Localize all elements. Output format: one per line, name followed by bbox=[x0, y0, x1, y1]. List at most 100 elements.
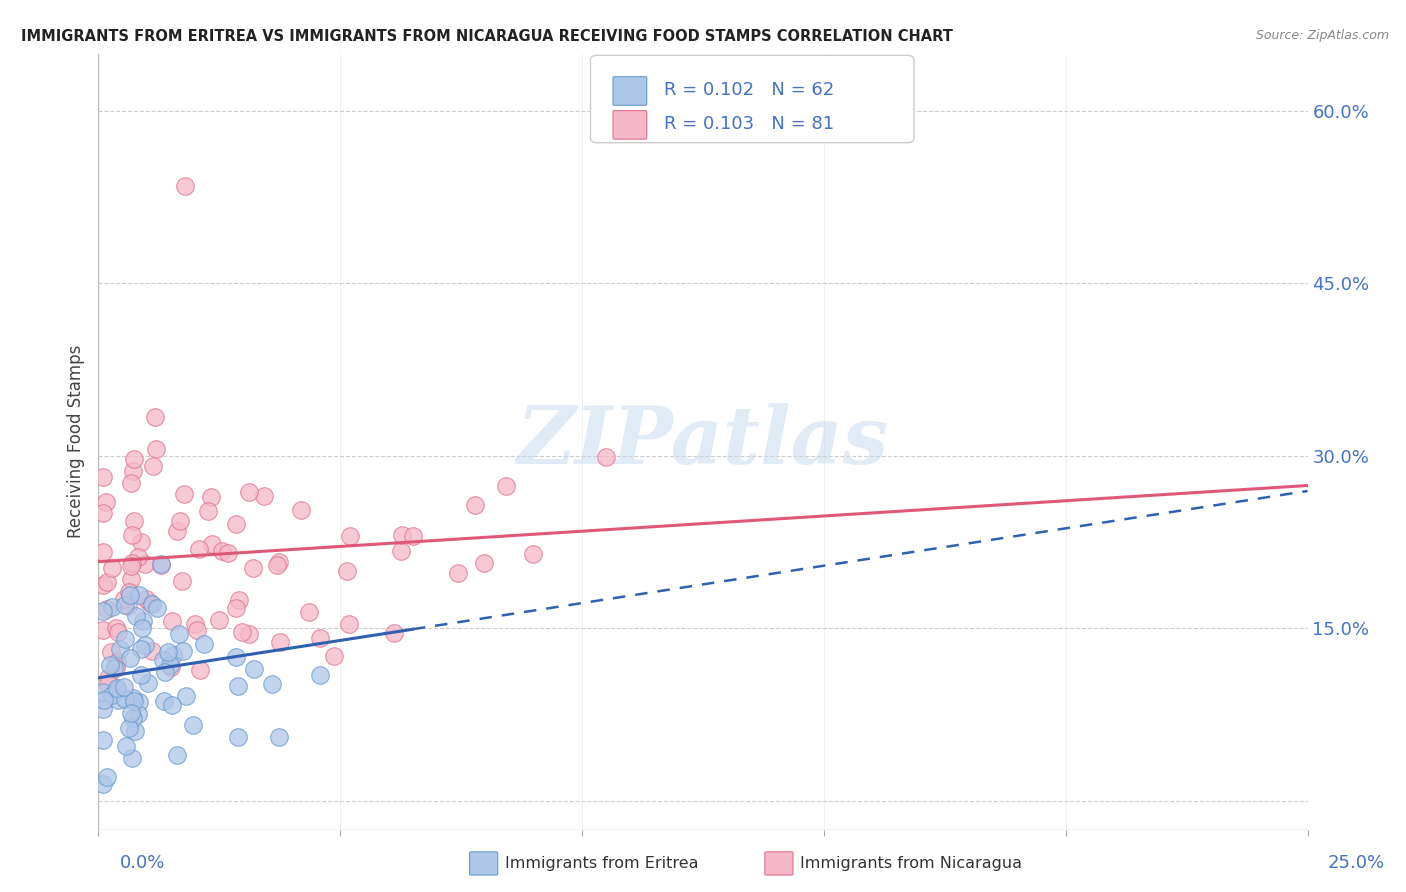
Point bbox=[170, 574, 193, 588]
Point bbox=[402, 529, 425, 543]
Point bbox=[112, 591, 135, 606]
Point bbox=[120, 706, 142, 720]
Point bbox=[146, 600, 169, 615]
Point bbox=[266, 558, 288, 572]
Point bbox=[114, 632, 136, 646]
Point bbox=[121, 556, 143, 570]
Point bbox=[122, 514, 145, 528]
Point bbox=[91, 685, 114, 699]
Point bbox=[181, 718, 204, 732]
Point bbox=[121, 750, 143, 764]
Point bbox=[186, 624, 208, 638]
Point bbox=[267, 730, 290, 744]
Point bbox=[231, 624, 253, 639]
Point bbox=[128, 588, 150, 602]
Point bbox=[228, 592, 250, 607]
Point bbox=[141, 597, 163, 611]
Point bbox=[120, 558, 142, 573]
Point bbox=[129, 534, 152, 549]
Point bbox=[211, 543, 233, 558]
Point bbox=[131, 667, 153, 681]
Point bbox=[336, 564, 359, 578]
Point bbox=[447, 566, 470, 580]
Point bbox=[262, 677, 284, 691]
Point bbox=[115, 739, 138, 753]
Point bbox=[309, 668, 332, 682]
Text: ZIPatlas: ZIPatlas bbox=[517, 403, 889, 480]
Point bbox=[169, 514, 191, 528]
Point bbox=[118, 585, 141, 599]
Point bbox=[101, 600, 124, 615]
Point bbox=[114, 598, 136, 612]
Point bbox=[308, 631, 330, 645]
Point bbox=[96, 677, 118, 691]
Point bbox=[112, 680, 135, 694]
Point bbox=[127, 706, 149, 721]
Point bbox=[96, 602, 118, 616]
Text: R = 0.103   N = 81: R = 0.103 N = 81 bbox=[664, 115, 834, 133]
Point bbox=[153, 665, 176, 679]
Point bbox=[93, 693, 115, 707]
Point bbox=[174, 178, 197, 193]
Point bbox=[118, 722, 141, 736]
Point bbox=[339, 529, 361, 543]
Point bbox=[193, 637, 215, 651]
Point bbox=[389, 544, 412, 558]
Point bbox=[125, 609, 148, 624]
Text: IMMIGRANTS FROM ERITREA VS IMMIGRANTS FROM NICARAGUA RECEIVING FOOD STAMPS CORRE: IMMIGRANTS FROM ERITREA VS IMMIGRANTS FR… bbox=[21, 29, 953, 44]
Point bbox=[253, 490, 276, 504]
Point bbox=[142, 458, 165, 473]
Text: Immigrants from Eritrea: Immigrants from Eritrea bbox=[505, 856, 699, 871]
Point bbox=[298, 605, 321, 619]
Point bbox=[91, 702, 114, 716]
Point bbox=[121, 528, 143, 542]
Point bbox=[269, 635, 291, 649]
Point bbox=[110, 642, 132, 657]
Point bbox=[107, 624, 129, 639]
Point bbox=[238, 627, 260, 641]
Point bbox=[522, 548, 544, 562]
Point bbox=[197, 504, 219, 518]
Point bbox=[159, 658, 181, 673]
Point bbox=[201, 537, 224, 551]
Point bbox=[122, 711, 145, 725]
Point bbox=[217, 546, 239, 560]
Point bbox=[382, 625, 405, 640]
Point bbox=[127, 549, 149, 564]
Point bbox=[139, 596, 162, 610]
Point bbox=[143, 410, 166, 425]
Point bbox=[474, 556, 496, 570]
Point bbox=[167, 627, 190, 641]
Point bbox=[98, 657, 121, 672]
Text: Immigrants from Nicaragua: Immigrants from Nicaragua bbox=[800, 856, 1022, 871]
Point bbox=[391, 528, 413, 542]
Point bbox=[124, 724, 146, 739]
Point bbox=[225, 601, 247, 615]
Point bbox=[132, 614, 155, 628]
Point bbox=[107, 693, 129, 707]
Point bbox=[120, 475, 142, 490]
Point bbox=[91, 732, 114, 747]
Point bbox=[464, 498, 486, 512]
Point bbox=[145, 442, 167, 457]
Point bbox=[122, 690, 145, 705]
Point bbox=[595, 450, 617, 465]
Point bbox=[105, 621, 128, 635]
Point bbox=[94, 495, 117, 509]
Point bbox=[188, 663, 211, 677]
Point bbox=[100, 645, 122, 659]
Point bbox=[149, 558, 172, 572]
Point bbox=[91, 470, 114, 484]
Point bbox=[103, 660, 125, 674]
Point bbox=[96, 575, 118, 590]
Point bbox=[290, 503, 312, 517]
Point bbox=[160, 659, 183, 673]
Text: 25.0%: 25.0% bbox=[1327, 855, 1385, 872]
Point bbox=[105, 655, 128, 669]
Point bbox=[91, 623, 114, 637]
Text: R = 0.102   N = 62: R = 0.102 N = 62 bbox=[664, 81, 834, 99]
Point bbox=[101, 560, 124, 574]
Point bbox=[97, 671, 120, 685]
Point bbox=[238, 485, 260, 500]
Point bbox=[134, 638, 156, 652]
